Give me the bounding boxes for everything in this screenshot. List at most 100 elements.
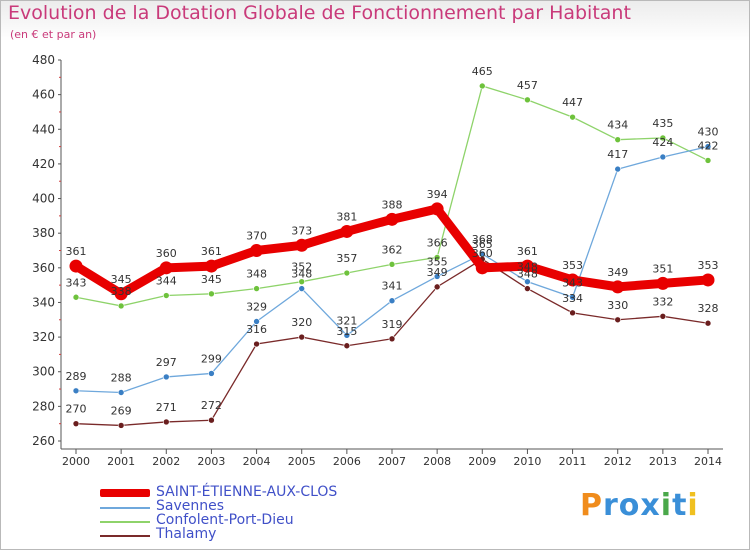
data-point-savennes xyxy=(72,387,80,395)
logo-letter: x xyxy=(640,488,661,523)
data-label: 370 xyxy=(246,230,267,243)
data-point-thalamy xyxy=(569,309,576,317)
x-tick-label: 2004 xyxy=(243,455,271,468)
data-point-thalamy xyxy=(72,420,80,427)
data-label: 365 xyxy=(472,238,493,251)
chart-subtitle: (en € et par an) xyxy=(10,28,97,41)
data-point-saint-etienne xyxy=(566,273,580,287)
data-label: 338 xyxy=(111,285,132,298)
data-point-savennes xyxy=(433,273,441,280)
y-tick-label: 300 xyxy=(32,365,55,379)
x-tick-label: 2007 xyxy=(378,455,406,468)
data-point-savennes xyxy=(569,293,576,301)
data-label: 361 xyxy=(517,245,538,258)
data-point-confolent xyxy=(478,82,486,90)
y-tick-label: 360 xyxy=(32,261,55,275)
data-point-thalamy xyxy=(117,422,125,429)
data-point-saint-etienne xyxy=(656,276,670,290)
data-point-thalamy xyxy=(704,319,712,327)
data-point-thalamy xyxy=(614,316,622,324)
data-label: 349 xyxy=(607,266,628,279)
data-label: 447 xyxy=(562,96,583,109)
data-label: 353 xyxy=(698,259,719,272)
data-label: 422 xyxy=(698,139,719,152)
data-label: 297 xyxy=(156,356,177,369)
data-point-saint-etienne xyxy=(520,259,534,273)
y-tick-label: 420 xyxy=(32,157,55,171)
data-point-savennes xyxy=(524,278,531,285)
data-point-confolent xyxy=(162,292,170,299)
data-point-thalamy xyxy=(253,340,260,348)
chart-title: Evolution de la Dotation Globale de Fonc… xyxy=(8,2,631,24)
x-tick-label: 2011 xyxy=(559,455,587,468)
x-tick-label: 2013 xyxy=(649,455,677,468)
data-label: 271 xyxy=(156,401,177,414)
data-point-confolent xyxy=(433,254,441,261)
data-label: 368 xyxy=(472,233,493,246)
data-point-savennes xyxy=(659,153,667,161)
data-label: 319 xyxy=(382,318,403,331)
data-label: 457 xyxy=(517,79,538,92)
data-label: 353 xyxy=(562,259,583,272)
data-label: 373 xyxy=(291,224,312,237)
data-point-savennes xyxy=(208,370,215,377)
legend-swatch-saint-etienne xyxy=(100,489,150,497)
data-label: 315 xyxy=(336,325,357,338)
data-label: 343 xyxy=(66,276,87,289)
data-label: 360 xyxy=(472,247,493,260)
logo-letter: i xyxy=(687,488,699,523)
data-point-confolent xyxy=(343,269,351,277)
data-point-saint-etienne xyxy=(114,287,128,301)
x-tick-label: 2012 xyxy=(604,455,632,468)
legend-label-saint-etienne: SAINT-ÉTIENNE-AUX-CLOS xyxy=(156,484,338,500)
data-label: 348 xyxy=(291,268,312,281)
data-point-saint-etienne xyxy=(611,280,625,294)
x-tick-label: 2010 xyxy=(513,455,541,468)
data-point-savennes xyxy=(614,165,622,173)
x-tick-label: 2002 xyxy=(152,455,180,468)
data-label: 435 xyxy=(652,117,673,130)
logo-letter: r xyxy=(603,488,619,523)
data-point-savennes xyxy=(298,285,306,292)
data-label: 299 xyxy=(201,352,222,365)
data-label: 289 xyxy=(66,370,87,383)
data-point-saint-etienne xyxy=(475,261,489,275)
data-point-savennes xyxy=(704,143,712,150)
data-point-thalamy xyxy=(433,283,441,291)
y-tick-label: 260 xyxy=(32,434,55,448)
data-label: 328 xyxy=(698,302,719,315)
x-tick-label: 2001 xyxy=(107,455,135,468)
data-point-thalamy xyxy=(343,342,351,350)
legend-label-confolent: Confolent-Port-Dieu xyxy=(156,512,294,528)
data-label: 341 xyxy=(382,280,403,293)
data-label: 343 xyxy=(562,276,583,289)
data-point-thalamy xyxy=(162,418,170,426)
data-label: 381 xyxy=(336,210,357,223)
data-point-confolent xyxy=(524,96,531,104)
data-label: 345 xyxy=(111,273,132,286)
data-label: 349 xyxy=(427,266,448,279)
logo-letter: o xyxy=(618,488,641,523)
y-tick-label: 480 xyxy=(32,53,55,67)
data-label: 417 xyxy=(607,148,628,161)
data-label: 316 xyxy=(246,323,267,336)
proxiti-logo: Proxiti xyxy=(580,488,699,523)
y-tick-label: 340 xyxy=(32,295,55,309)
x-tick-label: 2005 xyxy=(288,455,316,468)
data-point-thalamy xyxy=(208,416,215,424)
data-point-saint-etienne xyxy=(295,238,309,252)
data-label: 366 xyxy=(427,236,448,249)
legend-swatch-savennes xyxy=(100,507,150,509)
data-point-savennes xyxy=(162,373,170,381)
data-label: 269 xyxy=(111,404,132,417)
data-point-saint-etienne xyxy=(159,261,173,275)
data-point-thalamy xyxy=(298,333,306,341)
data-label: 345 xyxy=(201,273,222,286)
data-label: 360 xyxy=(156,247,177,260)
data-point-thalamy xyxy=(659,313,667,320)
y-tick-label: 440 xyxy=(32,122,55,136)
legend-swatch-confolent xyxy=(100,521,150,523)
data-point-confolent xyxy=(298,278,306,285)
data-point-confolent xyxy=(569,113,576,121)
